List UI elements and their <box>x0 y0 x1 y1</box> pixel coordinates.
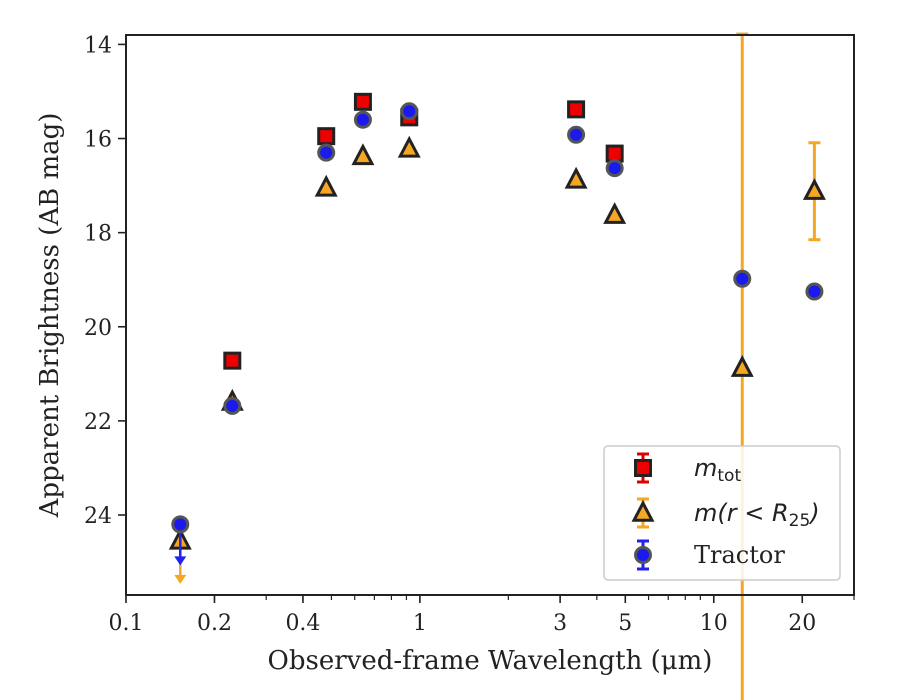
x-tick-label-7: 20 <box>788 611 816 636</box>
legend-marker-circle <box>634 546 652 564</box>
point-triangle-8 <box>802 178 826 200</box>
point-circle-2 <box>317 143 336 162</box>
legend-marker-square <box>634 459 652 477</box>
point-triangle-4 <box>397 135 421 158</box>
point-triangle-7 <box>730 355 754 377</box>
x-tick-label-0: 0.1 <box>109 611 144 636</box>
y-tick-label-0: 14 <box>84 33 112 58</box>
x-tick-label-5: 5 <box>618 611 632 636</box>
x-axis-label: Observed-frame Wavelength (μm) <box>268 646 713 676</box>
legend-label-circle: Tractor <box>694 541 785 569</box>
y-tick-label-2: 18 <box>84 222 112 247</box>
x-tick-label-3: 1 <box>413 611 427 636</box>
legend-entry-triangle: m(r < R25) <box>631 497 820 531</box>
axis-ticks: 0.1 0.2 0.4 1 3 5 10 20 14 16 18 20 22 24 <box>84 33 855 636</box>
point-circle-1 <box>223 396 242 415</box>
legend: mtot m(r < R25) Tractor <box>603 445 841 581</box>
upper-limit-arrow-triangle-0-head <box>174 574 187 584</box>
plot-frame <box>125 34 855 596</box>
point-square-1 <box>317 127 336 146</box>
legend-marker-triangle <box>631 499 655 522</box>
legend-entry-square: mtot <box>634 452 741 486</box>
legend-label-triangle: m(r < R25) <box>694 499 820 531</box>
legend-label-square: mtot <box>694 454 741 486</box>
x-tick-label-4: 3 <box>553 611 567 636</box>
x-tick-label-1: 0.2 <box>197 611 232 636</box>
point-circle-3 <box>353 110 372 129</box>
legend-entry-circle: Tractor <box>634 539 785 571</box>
x-tick-label-6: 10 <box>700 611 728 636</box>
point-circle-0 <box>171 515 190 534</box>
data-marks <box>168 32 826 700</box>
point-triangle-6 <box>603 202 627 224</box>
point-triangle-3 <box>351 143 375 166</box>
y-axis-label: Apparent Brightness (AB mag) <box>35 113 65 519</box>
upper-limit-arrow-circle-0-head <box>174 556 187 566</box>
point-circle-4 <box>400 102 419 121</box>
point-circle-7 <box>733 269 752 288</box>
point-circle-5 <box>567 125 586 144</box>
legend-box <box>603 445 841 581</box>
point-circle-6 <box>605 159 624 178</box>
point-triangle-2 <box>314 174 338 197</box>
point-square-5 <box>605 144 624 163</box>
series-circle <box>171 102 824 566</box>
series-triangle <box>168 32 826 700</box>
y-tick-label-5: 24 <box>84 504 112 529</box>
y-tick-label-3: 20 <box>84 316 112 341</box>
x-tick-label-2: 0.4 <box>285 611 320 636</box>
point-triangle-5 <box>564 166 588 189</box>
point-square-4 <box>567 100 586 119</box>
point-circle-8 <box>805 282 824 301</box>
point-square-2 <box>353 92 372 111</box>
y-tick-label-1: 16 <box>84 128 112 153</box>
point-square-0 <box>223 351 242 370</box>
y-tick-label-4: 22 <box>84 410 112 435</box>
